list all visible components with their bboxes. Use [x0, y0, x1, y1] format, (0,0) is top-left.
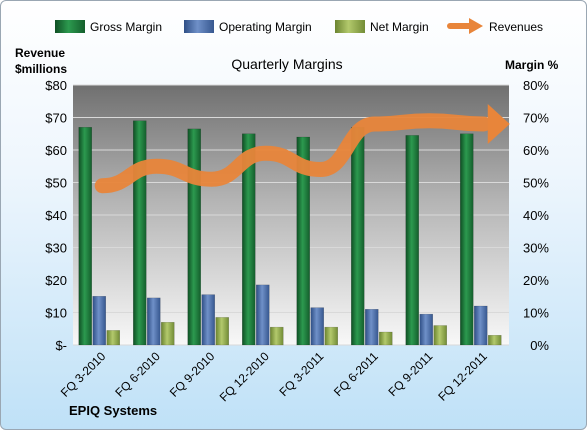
revenue-line-path	[94, 113, 492, 194]
left-tick-label: $20	[45, 273, 67, 288]
bar-net-margin	[324, 326, 338, 346]
x-tick-label: FQ 9-2010	[167, 349, 218, 400]
bar-net-margin	[270, 326, 284, 346]
bar-net-margin	[379, 331, 393, 346]
right-tick-label: 60%	[523, 143, 549, 158]
bar-gross-margin	[187, 128, 201, 346]
left-tick-label: $50	[45, 176, 67, 191]
left-axis-ticks: $- $10 $20 $30 $40 $50 $60 $70 $80	[45, 78, 67, 353]
right-tick-label: 20%	[523, 273, 549, 288]
right-tick-label: 80%	[523, 78, 549, 93]
company-name: EPIQ Systems	[69, 403, 157, 418]
x-tick-label: FQ 6-2010	[112, 349, 163, 400]
x-tick-label: FQ 12-2010	[217, 349, 272, 404]
x-axis-ticks: FQ 3-2010 FQ 6-2010 FQ 9-2010 FQ 12-2010 FQ …	[58, 349, 490, 404]
bar-gross-margin	[296, 136, 310, 346]
bar-series	[78, 120, 502, 346]
bar-operating-margin	[419, 313, 433, 346]
bar-operating-margin	[147, 297, 161, 346]
legend-label-net-margin: Net Margin	[370, 20, 429, 34]
bar-gross-margin	[78, 127, 92, 346]
bar-gross-margin	[242, 133, 256, 346]
right-tick-label: 0%	[530, 338, 549, 353]
bar-gross-margin	[405, 135, 419, 346]
x-tick-label: FQ 3-2010	[58, 349, 109, 400]
bar-gross-margin	[351, 127, 365, 346]
bar-net-margin	[106, 330, 120, 346]
right-axis-ticks: 0% 10% 20% 30% 40% 50% 60% 70% 80%	[523, 78, 549, 353]
legend: Gross Margin Operating Margin Net Margin…	[55, 18, 543, 34]
legend-swatch-gross-margin	[55, 20, 85, 33]
right-axis-title: Margin %	[505, 58, 559, 72]
bar-operating-margin	[201, 294, 215, 346]
x-tick-label: FQ 12-2011	[435, 349, 490, 404]
x-tick-label: FQ 3-2011	[277, 349, 327, 399]
bar-net-margin	[433, 325, 447, 346]
right-tick-label: 70%	[523, 111, 549, 126]
bar-net-margin	[215, 317, 229, 346]
bar-operating-margin	[310, 307, 324, 346]
left-tick-label: $70	[45, 111, 67, 126]
bar-net-margin	[488, 335, 502, 346]
revenue-line-arrowhead	[487, 104, 510, 144]
bar-gross-margin	[460, 133, 474, 346]
revenue-line	[94, 104, 510, 194]
left-tick-label: $40	[45, 208, 67, 223]
left-tick-label: $30	[45, 241, 67, 256]
legend-swatch-revenues	[447, 18, 483, 34]
bar-operating-margin	[474, 305, 488, 346]
bar-operating-margin	[256, 284, 270, 346]
legend-swatch-operating-margin	[184, 20, 214, 33]
left-tick-label: $80	[45, 78, 67, 93]
right-tick-label: 40%	[523, 208, 549, 223]
legend-label-gross-margin: Gross Margin	[90, 20, 162, 34]
left-tick-label: $60	[45, 143, 67, 158]
chart-title: Quarterly Margins	[231, 56, 342, 72]
left-axis-title-line1: Revenue	[15, 46, 65, 60]
right-tick-label: 10%	[523, 306, 549, 321]
x-tick-label: FQ 9-2011	[386, 349, 436, 399]
left-tick-label: $10	[45, 306, 67, 321]
legend-swatch-net-margin	[335, 20, 365, 33]
bar-gross-margin	[133, 120, 147, 346]
right-tick-label: 30%	[523, 241, 549, 256]
left-axis-title-line2: $millions	[15, 62, 67, 76]
bar-operating-margin	[92, 296, 106, 346]
bar-operating-margin	[365, 309, 379, 346]
x-tick-label: FQ 6-2011	[331, 349, 381, 399]
legend-label-operating-margin: Operating Margin	[219, 20, 312, 34]
legend-label-revenues: Revenues	[489, 20, 543, 34]
left-tick-label: $-	[55, 338, 67, 353]
right-tick-label: 50%	[523, 176, 549, 191]
bar-net-margin	[161, 322, 175, 346]
